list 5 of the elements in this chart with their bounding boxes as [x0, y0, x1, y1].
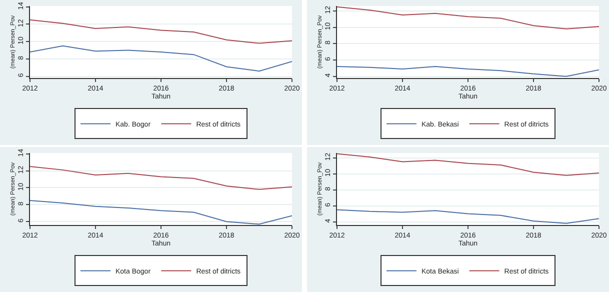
- line-series: [30, 19, 292, 44]
- line-series: [337, 6, 599, 30]
- line-series: [30, 166, 292, 190]
- line-series: [337, 153, 599, 176]
- line-series: [30, 45, 292, 72]
